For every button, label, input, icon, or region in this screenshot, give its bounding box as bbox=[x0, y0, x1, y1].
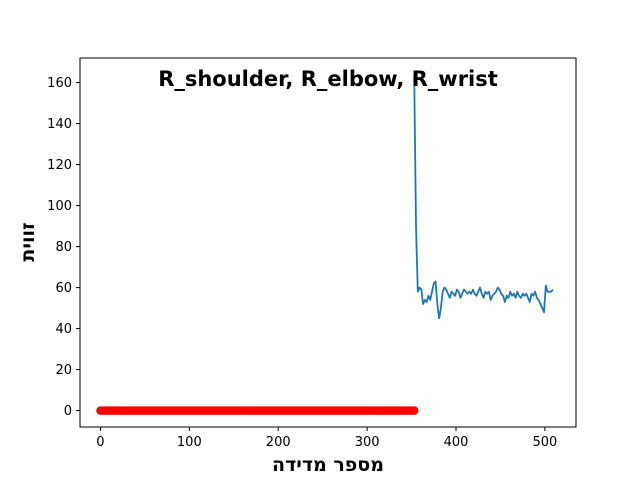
x-tick-label: 300 bbox=[355, 435, 380, 450]
marks-layer bbox=[96, 76, 554, 415]
y-tick-label: 80 bbox=[55, 240, 72, 255]
y-tick-label: 160 bbox=[47, 76, 72, 91]
y-tick-label: 100 bbox=[47, 199, 72, 214]
x-tick-label: 100 bbox=[177, 435, 202, 450]
y-tick-label: 140 bbox=[47, 117, 72, 132]
y-axis: 0 20 40 60 80 100 120 140 160 bbox=[47, 76, 80, 419]
y-tick-label: 40 bbox=[55, 322, 72, 337]
scatter-point bbox=[410, 406, 419, 415]
plot-frame bbox=[79, 57, 577, 428]
y-tick-label: 20 bbox=[55, 363, 72, 378]
series-line bbox=[413, 76, 554, 320]
y-axis-label: זווית bbox=[17, 222, 39, 261]
scatter-series bbox=[96, 406, 419, 415]
x-tick-label: 500 bbox=[532, 435, 557, 450]
y-tick-label: 60 bbox=[55, 281, 72, 296]
x-axis-label: מספר מדידה bbox=[272, 454, 384, 476]
x-axis: 0 100 200 300 400 500 bbox=[96, 427, 557, 450]
x-tick-label: 0 bbox=[96, 435, 104, 450]
y-tick-label: 120 bbox=[47, 158, 72, 173]
chart-title: R_shoulder, R_elbow, R_wrist bbox=[158, 67, 498, 91]
x-tick-label: 200 bbox=[266, 435, 291, 450]
plot-area bbox=[80, 58, 576, 427]
x-tick-label: 400 bbox=[444, 435, 469, 450]
y-tick-label: 0 bbox=[64, 404, 72, 419]
